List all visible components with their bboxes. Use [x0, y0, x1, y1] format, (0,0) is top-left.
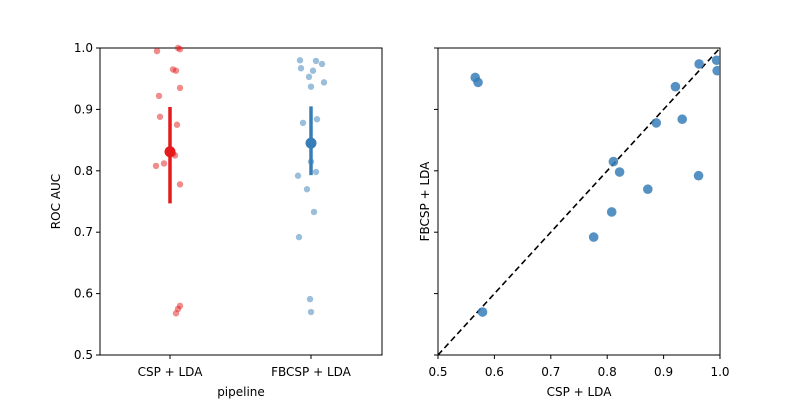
right-x-tick-label: 0.5 — [428, 365, 447, 379]
paired-point — [473, 77, 483, 88]
strip-point — [153, 47, 161, 55]
strip-point — [307, 308, 315, 316]
strip-point — [306, 295, 314, 303]
paired-point — [643, 184, 653, 195]
paired-point — [712, 65, 720, 76]
strip-point — [320, 79, 328, 86]
strip-point — [176, 181, 184, 188]
right-axes-frame — [437, 47, 721, 356]
strip-point — [156, 113, 164, 120]
paired-point — [670, 81, 681, 92]
strip-point — [310, 208, 318, 216]
right-x-tick-label: 0.7 — [541, 365, 560, 379]
strip-plot: 0.5 0.6 0.7 0.8 0.9 1.0 CSP + LDA FBCSP + LDA pi… — [49, 41, 383, 399]
right-x-tick-label: 0.6 — [485, 365, 504, 379]
paired-point — [614, 167, 625, 177]
strip-point — [312, 57, 320, 65]
strip-point — [313, 116, 321, 123]
paired-point — [693, 170, 704, 181]
strip-point — [296, 57, 304, 64]
left-y-tick-label: 0.9 — [74, 102, 93, 116]
strip-point — [297, 65, 305, 72]
strip-point — [294, 172, 302, 179]
right-y-axis-label: FBCSP + LDA — [418, 161, 432, 242]
strip-point — [307, 83, 315, 90]
left-x-axis-label: pipeline — [217, 385, 265, 399]
left-y-tick-label: 1.0 — [74, 41, 93, 55]
left-y-tick-label: 0.5 — [74, 348, 93, 362]
strip-point — [312, 168, 320, 176]
paired-point — [651, 118, 662, 128]
strip-point — [305, 73, 313, 81]
left-y-tick-label: 0.6 — [74, 287, 93, 301]
paired-point — [677, 114, 688, 125]
strip-point — [318, 60, 326, 68]
paired-point — [606, 207, 617, 217]
left-axes-frame — [99, 47, 383, 356]
strip-point — [172, 310, 180, 317]
paired-point — [694, 59, 704, 69]
strip-point — [295, 233, 303, 241]
paired-point — [477, 307, 488, 317]
strip-point — [176, 46, 184, 53]
identity-diagonal-line — [437, 47, 721, 356]
right-x-tick-label: 0.9 — [654, 365, 673, 379]
paired-scatter-plot: 0.5 0.6 0.7 0.8 0.9 1.0 CSP + LDA FBCSP + LDA — [418, 47, 730, 399]
left-y-tick-label: 0.8 — [74, 164, 93, 178]
left-y-axis-label: ROC AUC — [49, 174, 63, 229]
strip-point — [152, 162, 160, 170]
right-x-tick-label: 1.0 — [710, 365, 729, 379]
strip-point — [299, 119, 307, 127]
strip-point — [155, 92, 163, 100]
strip-point — [309, 67, 317, 74]
right-x-axis-label: CSP + LDA — [547, 385, 613, 399]
left-y-tick-label: 0.7 — [74, 225, 93, 239]
mean-point — [164, 146, 176, 158]
left-x-tick-label: FBCSP + LDA — [271, 365, 352, 379]
strip-point — [172, 67, 180, 74]
strip-point — [176, 84, 184, 92]
paired-point — [608, 156, 619, 167]
right-x-tick-label: 0.8 — [598, 365, 617, 379]
strip-point — [303, 186, 311, 193]
paired-point — [711, 55, 720, 66]
paired-point — [588, 232, 599, 242]
left-x-tick-label: CSP + LDA — [138, 365, 204, 379]
scatter-points-group — [470, 55, 720, 317]
strip-point — [173, 121, 181, 128]
strip-point — [160, 160, 168, 167]
mean-point — [305, 137, 317, 149]
